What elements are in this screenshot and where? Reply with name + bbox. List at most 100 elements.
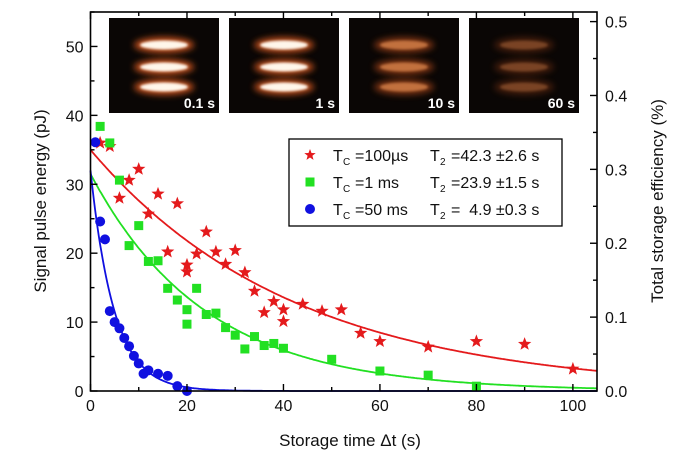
plot-frame <box>89 11 598 392</box>
data-point-circle <box>153 368 164 379</box>
data-point-circle <box>172 381 183 392</box>
legend-t2-symbol: T <box>430 202 440 219</box>
data-point-star <box>315 304 329 317</box>
data-point-square <box>134 221 144 231</box>
data-point-star <box>218 257 233 270</box>
legend-marker-square <box>305 177 315 187</box>
light-stripe <box>140 40 188 50</box>
light-stripe <box>500 40 548 50</box>
axes: 0 20 40 60 80 100 0 10 20 30 40 50 0.0 0.1 0.2 0.3 0.4 0.… <box>66 11 627 415</box>
data-point-star <box>276 302 291 316</box>
data-point-star <box>170 196 184 210</box>
legend-t2-value: =23.9 ±1.5 s <box>451 175 539 192</box>
light-stripe <box>380 62 428 72</box>
data-point-circle <box>114 323 125 334</box>
data-point-star <box>141 206 155 220</box>
data-point-circle <box>104 306 115 317</box>
inset-images: 0.1 s 1 s 10 s 60 s <box>109 18 579 113</box>
fit-curve <box>89 149 598 372</box>
data-point-circle <box>128 350 139 361</box>
light-stripe <box>260 40 308 50</box>
data-point-square <box>114 175 124 185</box>
data-point-circle <box>133 358 144 369</box>
x-axis-label: Storage time Δt (s) <box>279 431 421 450</box>
data-point-circle <box>143 365 154 376</box>
data-point-star <box>334 302 348 316</box>
data-point-star <box>132 162 146 175</box>
data-point-circle <box>95 216 106 227</box>
y-tick-label: 20 <box>66 246 84 263</box>
legend-tc-subscript: C <box>343 157 350 168</box>
data-point-square <box>172 295 182 305</box>
data-point-star <box>296 297 310 310</box>
y-tick-label: 0 <box>75 384 84 401</box>
x-tick-label: 0 <box>86 398 95 415</box>
inset-label: 60 s <box>548 95 575 111</box>
data-point-square <box>163 283 173 293</box>
legend-entry: T C =100µs T 2 =42.3 ±2.6 s <box>304 148 539 168</box>
legend-tc-value: =1 ms <box>355 175 399 192</box>
y2-tick-label: 0.0 <box>605 384 627 401</box>
data-point-square <box>192 283 202 293</box>
legend-t2-symbol: T <box>430 148 440 165</box>
light-stripe <box>500 82 548 92</box>
data-point-square <box>201 310 211 320</box>
data-point-circle <box>162 370 173 381</box>
legend-tc-subscript: C <box>343 211 350 222</box>
inset-label: 0.1 s <box>184 95 215 111</box>
data-point-star <box>421 339 435 353</box>
data-point-square <box>221 323 231 333</box>
y2-tick-label: 0.3 <box>605 162 627 179</box>
data-point-star <box>257 305 271 319</box>
data-point-star <box>276 314 291 328</box>
legend-entry: T C =1 ms T 2 =23.9 ±1.5 s <box>305 175 539 195</box>
data-point-star <box>122 173 136 186</box>
data-point-square <box>327 354 337 364</box>
y2-tick-label: 0.5 <box>605 15 627 32</box>
y2-tick-label: 0.1 <box>605 310 627 327</box>
light-stripe <box>140 62 188 72</box>
x-tick-label: 40 <box>275 398 293 415</box>
legend-tc-value: =100µs <box>355 148 408 165</box>
legend: T C =100µs T 2 =42.3 ±2.6 sT C =1 ms T 2 =23.9 ±1.… <box>288 138 563 227</box>
data-point-square <box>278 343 288 353</box>
y2-tick-label: 0.2 <box>605 236 627 253</box>
data-point-square <box>211 308 221 318</box>
data-point-circle <box>124 341 135 352</box>
data-point-star <box>354 326 368 339</box>
data-point-star <box>469 334 484 347</box>
y2-axis-label: Total storage efficiency (%) <box>648 99 667 303</box>
data-point-square <box>95 121 105 131</box>
legend-t2-value: =42.3 ±2.6 s <box>451 148 539 165</box>
data-point-star <box>373 334 387 347</box>
y-tick-label: 10 <box>66 315 84 332</box>
data-point-star <box>180 264 194 278</box>
legend-t2-value: = 4.9 ±0.3 s <box>451 202 539 219</box>
data-point-square <box>269 338 279 348</box>
legend-tc-symbol: T <box>333 148 343 165</box>
data-point-star <box>566 361 580 375</box>
data-point-square <box>182 305 192 315</box>
legend-t2-symbol: T <box>430 175 440 192</box>
data-point-circle <box>119 332 130 343</box>
data-point-square <box>153 256 163 266</box>
legend-tc-symbol: T <box>333 175 343 192</box>
data-point-star <box>228 243 242 257</box>
data-point-star <box>247 284 262 297</box>
data-point-square <box>124 241 134 251</box>
light-stripe <box>140 82 188 92</box>
data-point-star <box>112 191 127 204</box>
data-point-square <box>240 344 250 354</box>
data-point-star <box>199 224 213 238</box>
legend-tc-symbol: T <box>333 202 343 219</box>
inset-image: 0.1 s <box>109 18 219 113</box>
x-tick-label: 100 <box>560 398 587 415</box>
data-point-square <box>423 370 433 380</box>
data-point-square <box>105 138 115 148</box>
y-axis-label: Signal pulse energy (pJ) <box>31 109 50 292</box>
legend-tc-subscript: C <box>343 184 350 195</box>
data-point-star <box>151 186 165 200</box>
data-point-circle <box>90 137 101 148</box>
light-stripe <box>260 62 308 72</box>
y2-tick-label: 0.4 <box>605 88 627 105</box>
